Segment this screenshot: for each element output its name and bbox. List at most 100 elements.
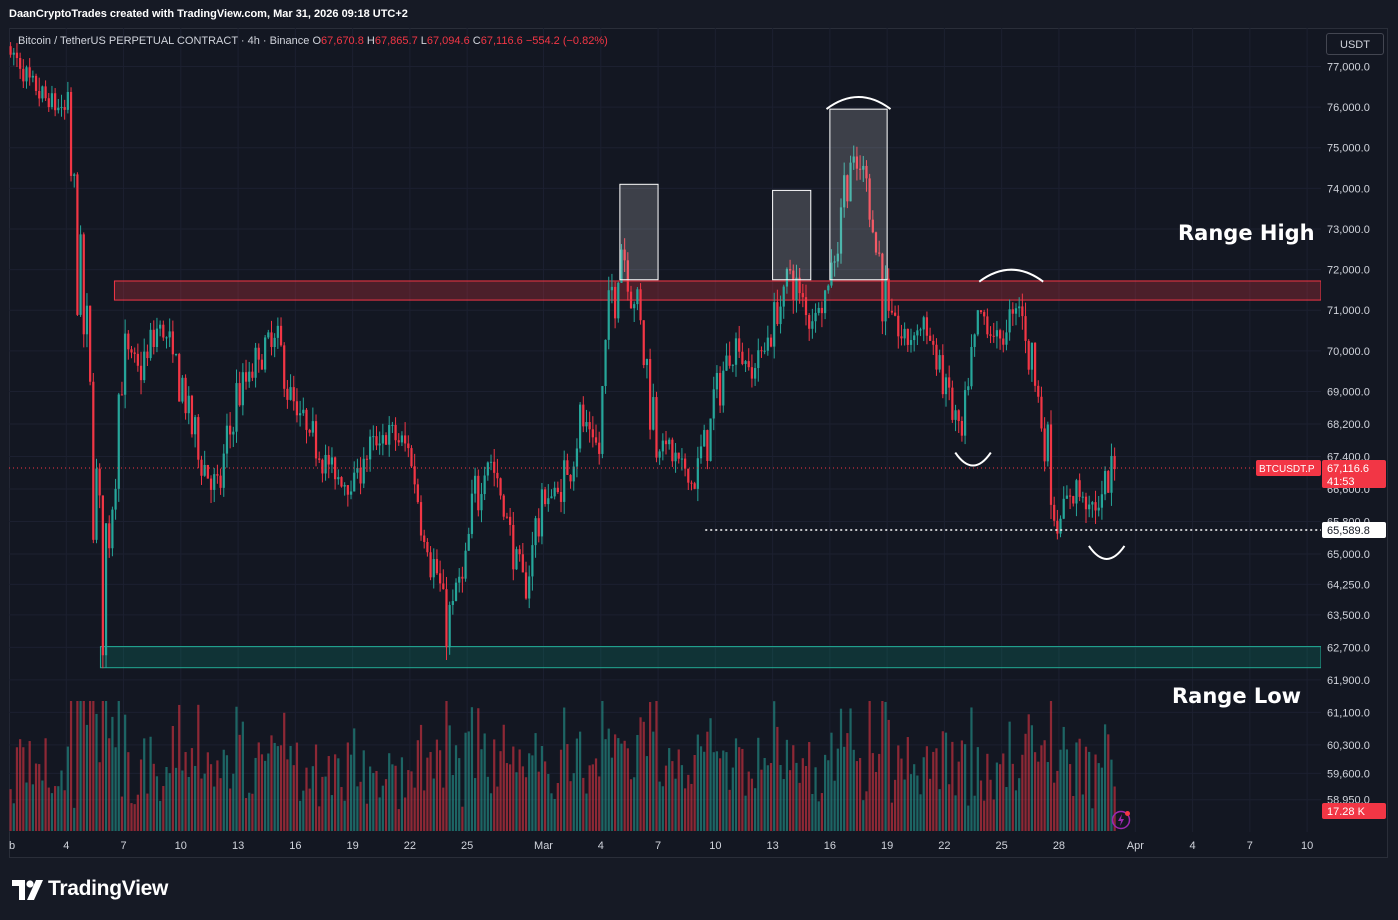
candle-body — [92, 381, 95, 540]
volume-bar — [601, 701, 604, 831]
volume-bar — [1110, 759, 1113, 831]
swept-low-badge: 65,589.8 — [1322, 521, 1386, 538]
candle-body — [998, 330, 1002, 339]
range-high-label[interactable]: Range High — [1178, 221, 1315, 246]
price-plot[interactable]: BTCUSDT.P — [9, 28, 1321, 832]
volume-bar — [241, 721, 244, 831]
candle-body — [633, 304, 636, 309]
time-tick-label: Apr — [1127, 840, 1144, 852]
candle-body — [54, 93, 57, 111]
volume-bar — [547, 773, 550, 831]
candle-body — [766, 337, 769, 351]
candle-body — [801, 293, 804, 298]
candle-body — [989, 334, 992, 336]
time-axis[interactable]: eb 4 7 10 13 16 19 22 25 Mar 4 7 10 13 16 19 22 25 28 Apr 4 7… — [9, 832, 1321, 858]
chart-panel[interactable] — [9, 28, 1388, 858]
time-tick-label: 25 — [996, 840, 1008, 852]
candle-body — [378, 443, 381, 446]
candle-body — [572, 466, 575, 482]
volume-bar — [1113, 786, 1116, 831]
candle-body — [629, 291, 633, 309]
volume-bar — [162, 786, 165, 831]
tradingview-brand[interactable]: TradingView — [48, 877, 169, 900]
volume-bar — [1091, 808, 1094, 831]
candle-body — [15, 52, 19, 59]
volume-bar — [1024, 733, 1027, 831]
volume-bar — [168, 773, 171, 831]
candle-body — [591, 429, 594, 438]
volume-bar — [502, 724, 505, 831]
volume-bar — [1037, 761, 1040, 831]
volume-bar — [986, 753, 989, 831]
candle-body — [916, 330, 919, 336]
volume-bar — [79, 701, 82, 831]
volume-bar — [327, 756, 330, 831]
volume-bar — [467, 731, 470, 831]
last-price-badge-text: 67,116.6 — [1327, 463, 1369, 475]
candle-body — [480, 494, 483, 511]
range-low-label[interactable]: Range Low — [1172, 684, 1302, 709]
candle-body — [1056, 520, 1059, 534]
volume-bar — [423, 790, 426, 831]
candle-body — [900, 336, 903, 339]
symbol-title[interactable]: Bitcoin / TetherUS PERPETUAL CONTRACT · … — [18, 35, 310, 47]
volume-bar — [979, 780, 983, 831]
tradingview-logo-icon[interactable] — [12, 880, 44, 900]
candle-body — [1046, 424, 1049, 462]
candle-body — [922, 317, 925, 330]
volume-bar — [60, 770, 63, 831]
candle-series — [9, 42, 1116, 669]
candle-body — [254, 347, 257, 378]
volume-bar — [260, 754, 264, 831]
candle-body — [753, 368, 757, 379]
candle-body — [283, 345, 286, 389]
candle-body — [31, 75, 34, 78]
volume-bar — [499, 751, 502, 831]
candle-body — [610, 286, 614, 291]
candle-body — [963, 390, 967, 436]
volume-bar — [668, 748, 671, 831]
currency-button[interactable]: USDT — [1326, 33, 1384, 55]
candle-body — [827, 285, 830, 291]
volume-bar — [1043, 740, 1046, 831]
candle-body — [839, 207, 843, 254]
volume-bar — [948, 784, 951, 831]
volume-bar — [582, 777, 585, 831]
candle-body — [928, 335, 932, 341]
footer-bar — [0, 858, 1398, 920]
volume-bar — [626, 748, 629, 831]
volume-bar — [225, 755, 229, 831]
volume-bar — [954, 795, 957, 831]
candle-body — [359, 467, 362, 484]
candle-body — [706, 430, 709, 461]
volume-bar — [400, 757, 404, 831]
candle-body — [855, 156, 859, 169]
candle-body — [540, 489, 544, 537]
candle-body — [811, 321, 814, 329]
candle-body — [1008, 309, 1011, 333]
candle-body — [798, 277, 801, 294]
volume-bar — [849, 708, 852, 831]
price-axis[interactable]: 77,000.0 76,000.0 75,000.0 74,000.0 73,000.0… — [1321, 28, 1388, 832]
flash-icon[interactable] — [1111, 810, 1131, 830]
volume-bar — [734, 738, 738, 831]
volume-bar — [47, 787, 50, 831]
candle-body — [677, 452, 680, 459]
candle-body — [515, 549, 518, 570]
volume-bar — [919, 794, 922, 831]
candle-body — [1113, 455, 1116, 470]
ticker-badge: BTCUSDT.P — [1256, 459, 1321, 476]
volume-bar — [572, 773, 575, 831]
low-value: 67,094.6 — [426, 35, 470, 47]
volume-bar — [1018, 778, 1021, 831]
time-tick-label: 10 — [175, 840, 187, 852]
volume-bar — [604, 739, 607, 831]
volume-bar — [1005, 786, 1008, 831]
volume-bar — [1065, 749, 1069, 831]
candle-body — [299, 413, 302, 416]
volume-bar — [687, 774, 690, 831]
volume-bar — [1033, 752, 1037, 831]
candle-body — [82, 234, 85, 335]
volume-bar — [404, 797, 407, 831]
volume-bar — [69, 701, 73, 831]
